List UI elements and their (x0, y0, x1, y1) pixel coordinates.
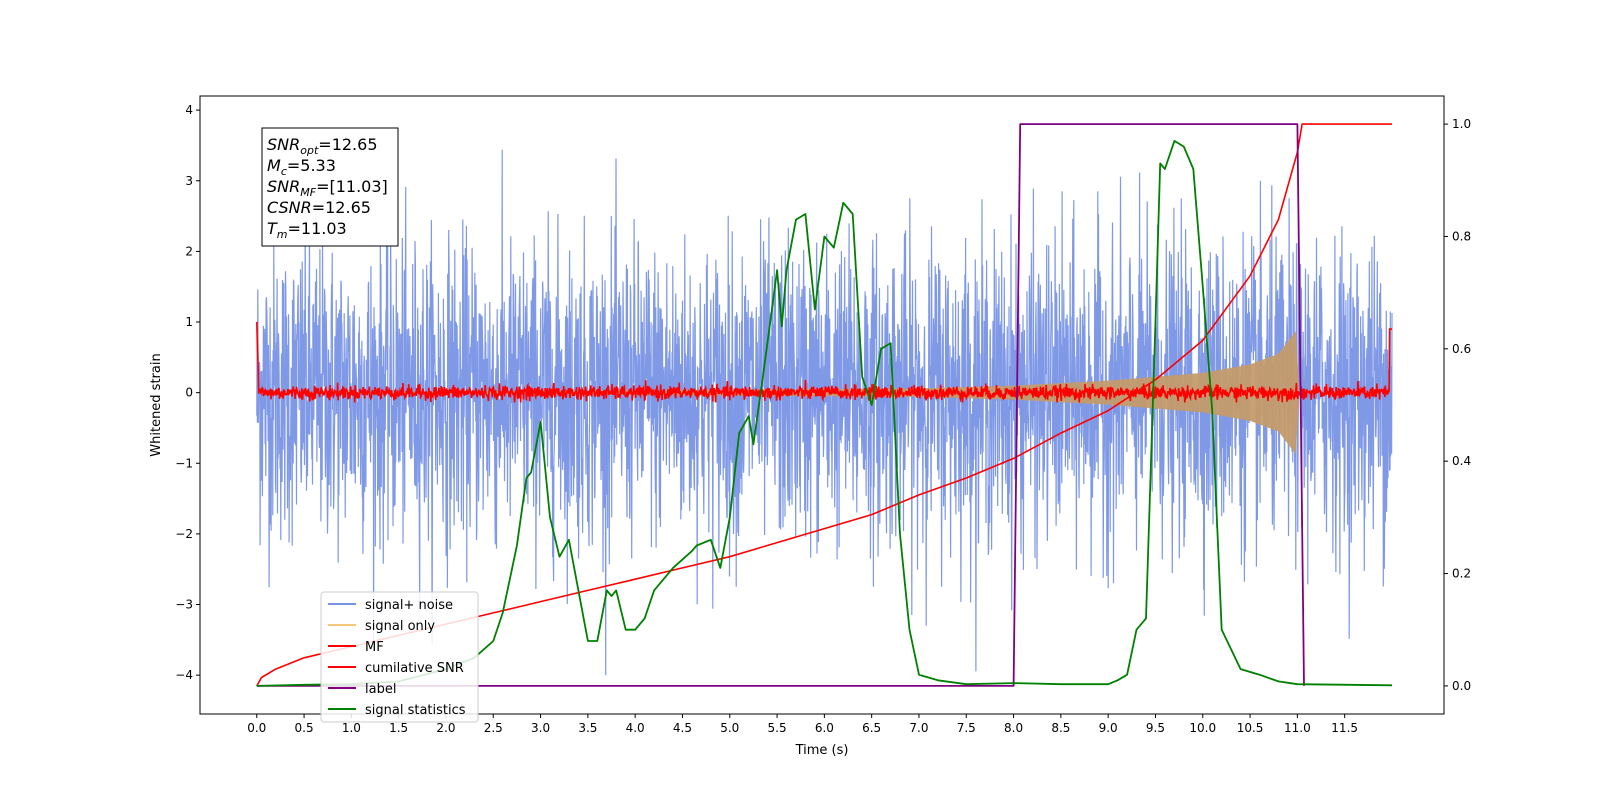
x-tick-label: 10.0 (1189, 721, 1216, 735)
y-tick-label: 1 (185, 315, 193, 329)
y2-tick-label: 0.6 (1452, 342, 1471, 356)
y-axis-right: 1.0 0.8 0.6 0.4 0.2 0.0 (1444, 117, 1471, 693)
x-tick-label: 11.5 (1331, 721, 1358, 735)
info-line: Tm=11.03 (267, 219, 347, 241)
x-tick-label: 6.5 (862, 721, 881, 735)
info-line: CSNR=12.65 (267, 198, 371, 217)
info-box: SNRopt=12.65Mc=5.33SNRMF=[11.03]CSNR=12.… (261, 127, 399, 247)
y2-tick-label: 0.0 (1452, 679, 1471, 693)
legend-label: signal statistics (365, 703, 466, 718)
x-axis-title: Time (s) (795, 743, 849, 758)
y-tick-label: 0 (185, 386, 193, 400)
x-tick-label: 0.0 (247, 721, 266, 735)
info-box-frame (261, 127, 399, 247)
x-tick-label: 11.0 (1284, 721, 1311, 735)
series-signal-plus-noise (256, 149, 1393, 676)
x-tick-label: 1.0 (342, 721, 361, 735)
x-tick-label: 1.5 (389, 721, 408, 735)
y-tick-label: −2 (175, 527, 193, 541)
x-tick-label: 9.0 (1099, 721, 1118, 735)
y2-tick-label: 1.0 (1452, 117, 1471, 131)
y2-tick-label: 0.4 (1452, 454, 1471, 468)
y2-tick-label: 0.2 (1452, 567, 1471, 581)
legend-label: MF (365, 640, 384, 655)
x-tick-label: 8.5 (1051, 721, 1070, 735)
x-tick-label: 2.5 (484, 721, 503, 735)
x-axis: 0.0 0.5 1.0 1.5 2.0 2.5 3.0 3.5 4.0 4.5 5.0 5.5 6.0 6… (247, 714, 1358, 735)
x-tick-label: 0.5 (295, 721, 314, 735)
info-line: SNRMF=[11.03] (267, 177, 388, 199)
x-tick-label: 4.0 (626, 721, 645, 735)
axes-frame (199, 95, 1445, 715)
series-label (256, 123, 1305, 687)
x-tick-label: 4.5 (673, 721, 692, 735)
y-tick-label: 3 (185, 174, 193, 188)
y-tick-label: −1 (175, 456, 193, 470)
x-tick-label: 6.0 (815, 721, 834, 735)
x-tick-label: 3.0 (531, 721, 550, 735)
y-tick-label: 4 (185, 103, 193, 117)
legend-label: label (365, 682, 396, 697)
x-tick-label: 8.0 (1004, 721, 1023, 735)
y2-tick-label: 0.8 (1452, 229, 1471, 243)
x-tick-label: 5.5 (768, 721, 787, 735)
x-tick-label: 3.5 (578, 721, 597, 735)
y-tick-label: −4 (175, 668, 193, 682)
x-tick-label: 5.0 (720, 721, 739, 735)
series-mf (256, 321, 1392, 403)
legend: signal+ noise signal only MF cumilative SNR… (320, 591, 479, 723)
info-line: SNRopt=12.65 (267, 135, 378, 157)
info-line: Mc=5.33 (267, 156, 336, 178)
x-tick-label: 10.5 (1237, 721, 1264, 735)
series-signal-statistics (256, 140, 1393, 687)
y-axis-left: 4 3 2 1 0 −1 −2 −3 −4 (175, 103, 200, 682)
y-tick-label: −3 (175, 598, 193, 612)
x-tick-label: 7.5 (957, 721, 976, 735)
x-tick-label: 9.5 (1146, 721, 1165, 735)
x-tick-label: 7.0 (909, 721, 928, 735)
legend-label: signal only (365, 619, 435, 634)
y-tick-label: 2 (185, 244, 193, 258)
legend-frame (320, 591, 479, 723)
legend-label: cumilative SNR (365, 661, 464, 676)
y-axis-title: Whitened strain (149, 353, 164, 456)
legend-label: signal+ noise (365, 598, 453, 613)
x-tick-label: 2.0 (436, 721, 455, 735)
